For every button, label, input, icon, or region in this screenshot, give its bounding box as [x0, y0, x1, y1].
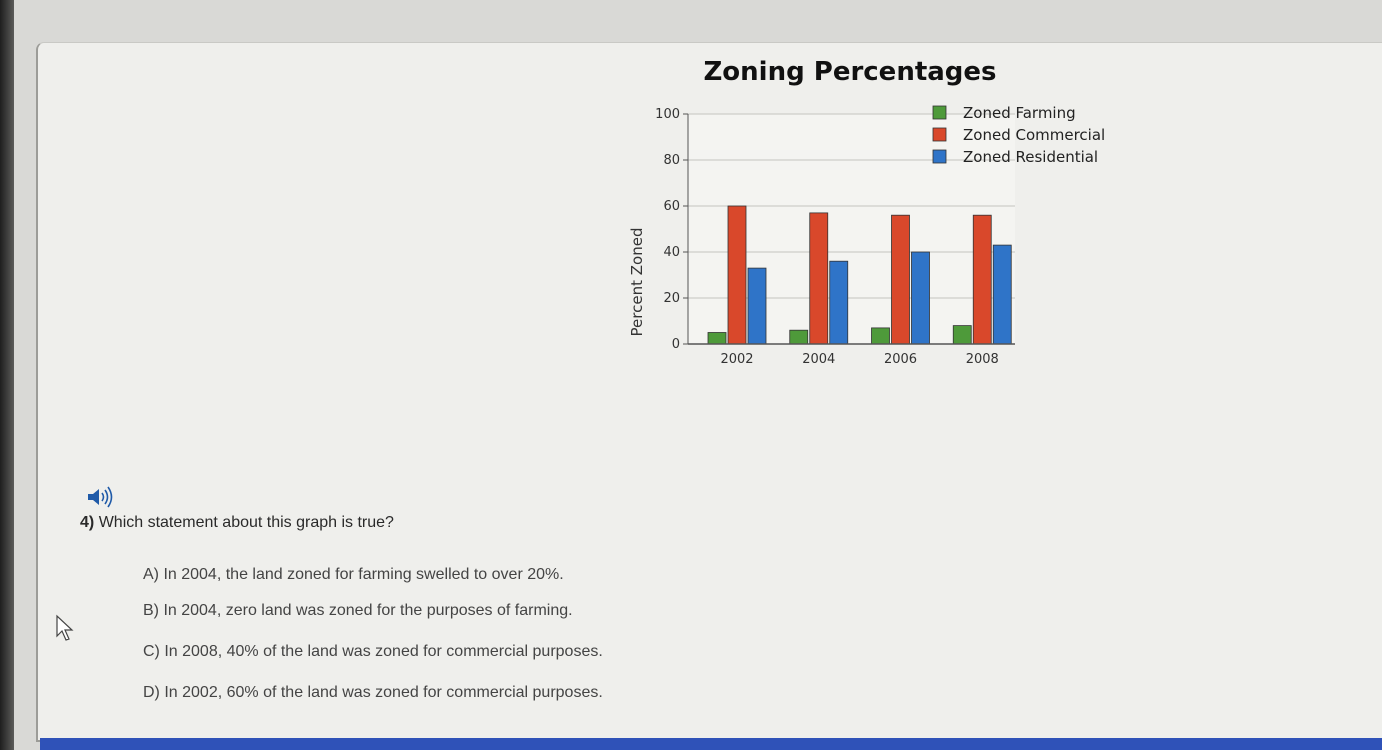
bar-zoned-residential-2006	[911, 251, 930, 345]
bar-zoned-farming-2006	[871, 327, 890, 345]
legend-swatch	[932, 105, 947, 120]
question-text: Which statement about this graph is true…	[98, 514, 394, 531]
bar-zoned-farming-2002	[707, 332, 727, 345]
x-tick-label: 2006	[884, 352, 917, 367]
taskbar	[40, 738, 1382, 750]
bar-zoned-commercial-2002	[727, 205, 747, 345]
question-prompt: 4) Which statement about this graph is t…	[80, 514, 394, 532]
answer-option-c[interactable]: C) In 2008, 40% of the land was zoned fo…	[143, 643, 603, 660]
y-tick-label: 60	[663, 199, 680, 214]
speaker-icon[interactable]	[86, 486, 116, 508]
screen-edge	[0, 0, 14, 750]
bar-zoned-farming-2008	[952, 325, 972, 345]
question-number: 4)	[80, 514, 95, 531]
x-tick-label: 2008	[966, 352, 999, 367]
bar-zoned-commercial-2004	[809, 212, 829, 345]
answer-option-d[interactable]: D) In 2002, 60% of the land was zoned fo…	[143, 684, 603, 701]
bar-zoned-commercial-2008	[972, 214, 992, 345]
y-tick-label: 80	[663, 153, 680, 168]
legend-swatch	[932, 149, 947, 164]
bar-zoned-residential-2004	[829, 260, 849, 345]
bar-zoned-residential-2002	[747, 267, 767, 345]
answer-option-a[interactable]: A) In 2004, the land zoned for farming s…	[143, 566, 564, 583]
x-tick-label: 2002	[720, 352, 753, 367]
legend: Zoned Farming Zoned Commercial Zoned Resid…	[932, 104, 1105, 166]
bars	[707, 205, 1012, 345]
bar-zoned-commercial-2006	[891, 214, 910, 345]
legend-swatch	[932, 127, 947, 142]
y-tick-label: 0	[672, 337, 680, 352]
bar-zoned-residential-2008	[992, 244, 1012, 345]
y-tick-label: 40	[663, 245, 680, 260]
bar-zoned-farming-2004	[789, 329, 809, 345]
legend-label: Zoned Farming	[963, 104, 1076, 122]
y-tick-label: 100	[655, 107, 680, 122]
chart-svg: Zoning Percentages Percent Zoned 0 20 40 60…	[628, 57, 1105, 367]
mouse-cursor-icon	[55, 614, 75, 642]
chart-title: Zoning Percentages	[703, 57, 996, 87]
legend-label: Zoned Commercial	[963, 126, 1105, 144]
y-tick-label: 20	[663, 291, 680, 306]
axes: 0 20 40 60 80 100 2002 2004 2006 2008	[655, 107, 1015, 367]
y-axis-label: Percent Zoned	[628, 228, 646, 337]
answer-option-b[interactable]: B) In 2004, zero land was zoned for the …	[143, 602, 573, 619]
x-tick-label: 2004	[802, 352, 835, 367]
zoning-chart: Zoning Percentages Percent Zoned 0 20 40 60…	[620, 50, 1120, 380]
legend-label: Zoned Residential	[963, 148, 1098, 166]
